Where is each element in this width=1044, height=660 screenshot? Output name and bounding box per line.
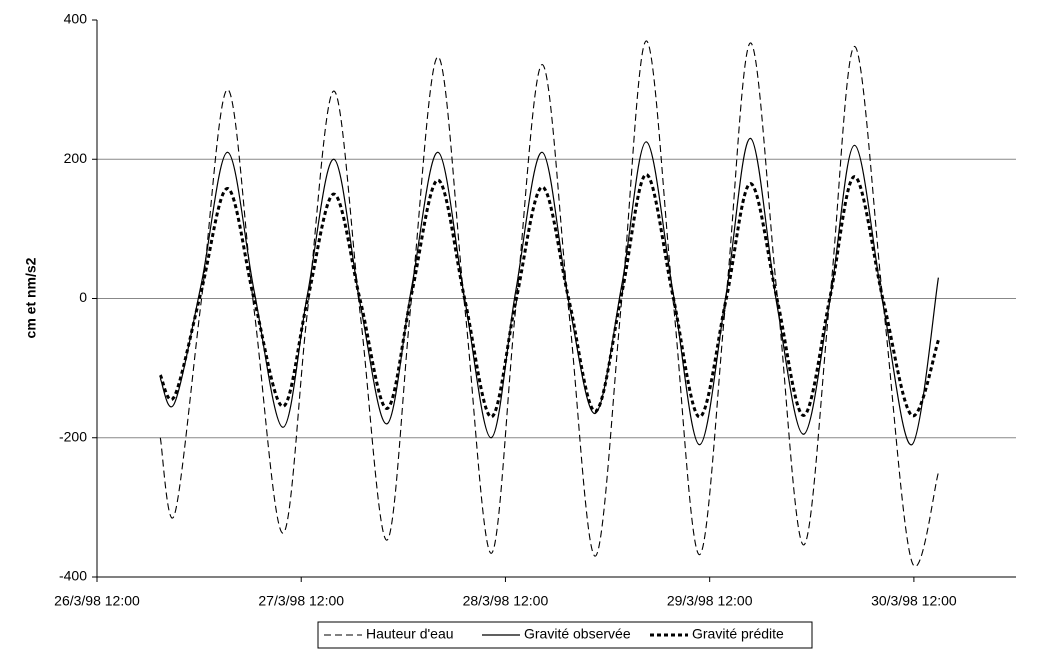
y-tick-label: 400: [64, 11, 88, 27]
series-line: [159, 40, 939, 567]
y-tick-label: 0: [79, 289, 87, 305]
series-line: [158, 173, 940, 419]
y-tick-label: -400: [59, 568, 87, 584]
y-tick-label: 200: [64, 150, 88, 166]
y-tick-label: -200: [59, 428, 87, 444]
legend-label: Hauteur d'eau: [366, 626, 454, 642]
series-line: [159, 137, 939, 446]
legend-box: [317, 621, 813, 649]
legend-label: Gravité observée: [524, 626, 631, 642]
x-tick-label: 29/3/98 12:00: [667, 593, 753, 609]
legend-label: Gravité prédite: [692, 626, 784, 642]
x-tick-label: 28/3/98 12:00: [463, 593, 549, 609]
x-tick-label: 30/3/98 12:00: [871, 593, 957, 609]
y-axis-label: cm et nm/s2: [23, 257, 39, 338]
x-tick-label: 26/3/98 12:00: [54, 593, 140, 609]
x-tick-label: 27/3/98 12:00: [258, 593, 344, 609]
